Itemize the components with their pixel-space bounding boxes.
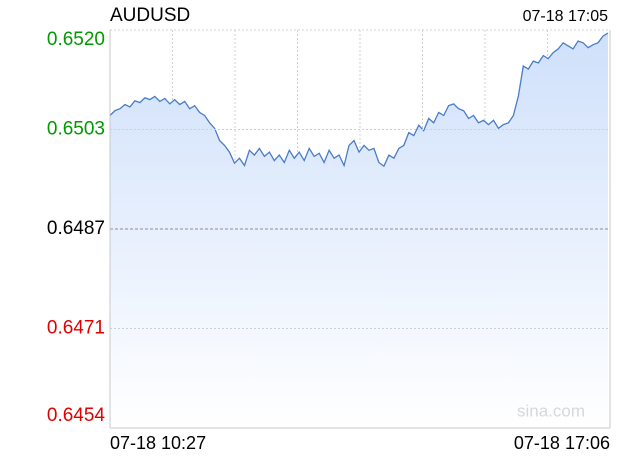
watermark: sina.com xyxy=(517,401,585,420)
x-tick-label: 07-18 10:27 xyxy=(110,433,206,453)
latest-time: 07-18 17:05 xyxy=(523,8,609,25)
y-tick-label: 0.6503 xyxy=(47,119,105,140)
y-tick-label: 0.6471 xyxy=(47,318,105,339)
y-tick-label: 0.6454 xyxy=(47,405,106,426)
y-tick-label: 0.6520 xyxy=(47,29,105,50)
x-tick-label: 07-18 17:06 xyxy=(514,433,610,453)
area-fill xyxy=(110,33,608,428)
y-tick-label: 0.6487 xyxy=(47,218,105,239)
chart-title: AUDUSD xyxy=(110,5,190,26)
price-line xyxy=(109,32,609,168)
